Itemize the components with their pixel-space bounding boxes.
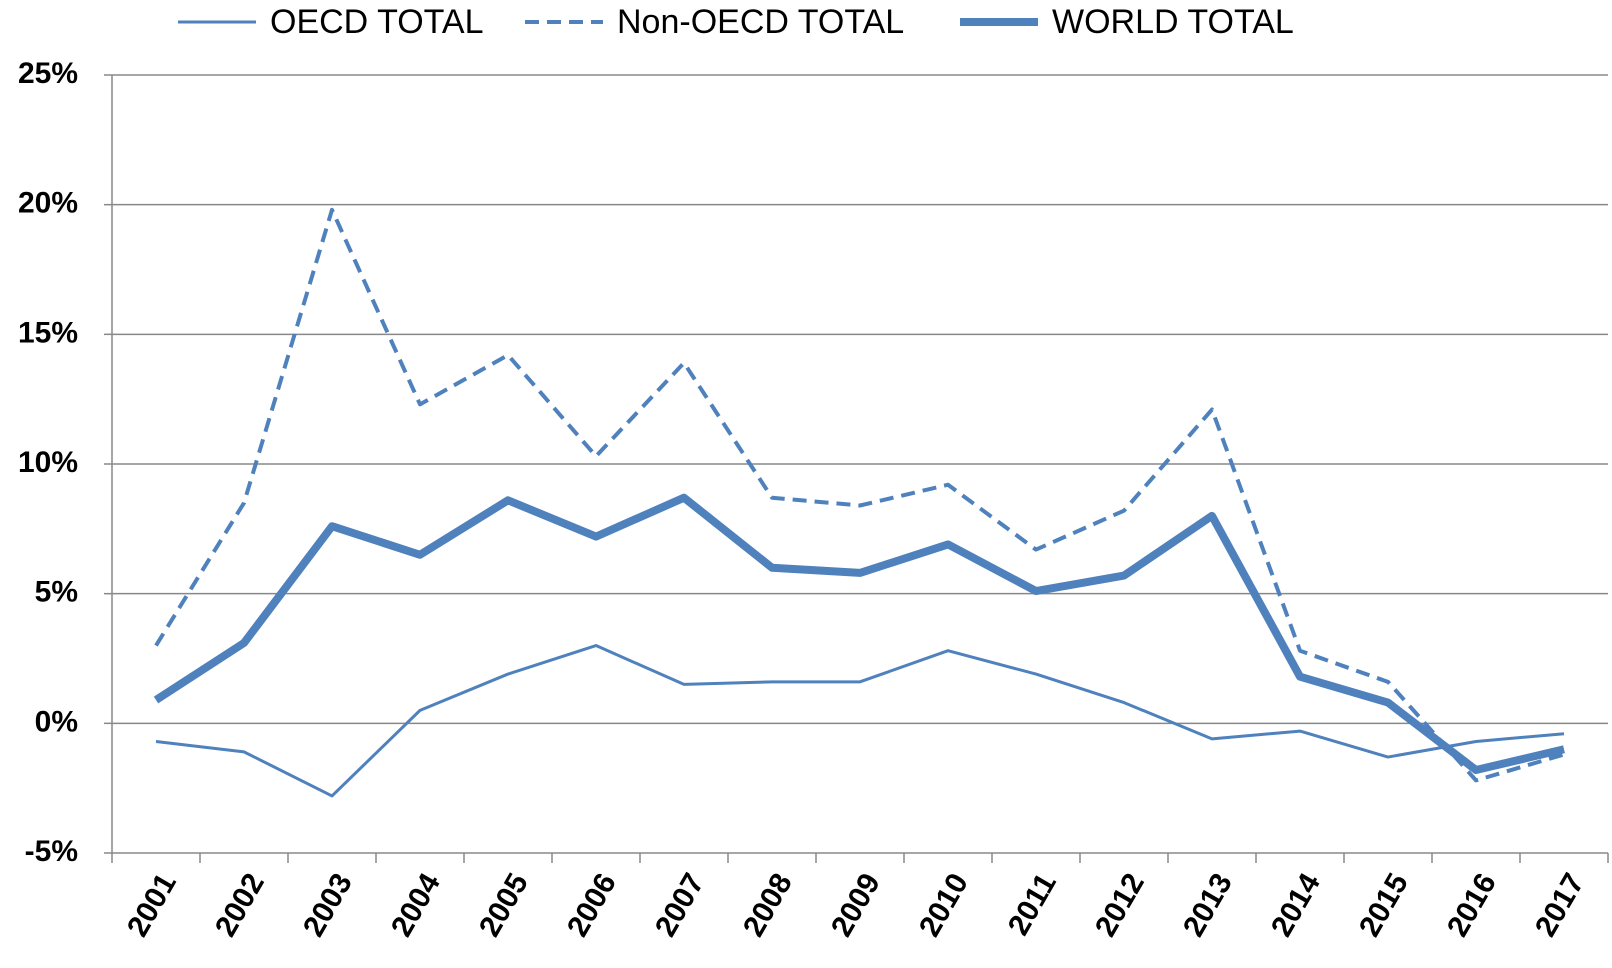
legend-label: Non-OECD TOTAL	[617, 3, 904, 41]
x-tick-label: 2009	[825, 868, 887, 942]
y-tick-label: 0%	[35, 705, 78, 738]
x-tick-label: 2013	[1177, 868, 1239, 942]
x-tick-label: 2002	[209, 868, 271, 942]
legend-label: OECD TOTAL	[270, 3, 484, 41]
x-tick-label: 2017	[1529, 868, 1591, 942]
legend-label: WORLD TOTAL	[1052, 3, 1294, 41]
x-tick-label: 2010	[913, 868, 975, 942]
y-tick-label: 15%	[18, 316, 78, 349]
x-tick-label: 2004	[385, 868, 447, 943]
x-tick-label: 2014	[1265, 868, 1327, 943]
series-line	[154, 207, 1565, 783]
y-tick-label: 20%	[18, 187, 78, 220]
x-tick-label: 2001	[121, 868, 183, 942]
x-tick-label: 2005	[473, 868, 535, 942]
x-tick-label: 2016	[1441, 868, 1503, 942]
x-tick-label: 2015	[1353, 868, 1415, 942]
x-tick-label: 2006	[561, 868, 623, 942]
y-tick-label: 10%	[18, 446, 78, 479]
series-line	[153, 493, 1565, 775]
x-tick-label: 2007	[649, 868, 711, 942]
x-tick-label: 2011	[1002, 868, 1063, 941]
series-line	[155, 644, 1565, 798]
y-tick-label: -5%	[25, 835, 78, 868]
x-tick-label: 2012	[1089, 868, 1151, 942]
x-tick-label: 2008	[737, 868, 799, 942]
y-tick-label: 5%	[35, 576, 78, 609]
x-tick-label: 2003	[297, 868, 359, 942]
y-tick-label: 25%	[18, 57, 78, 90]
